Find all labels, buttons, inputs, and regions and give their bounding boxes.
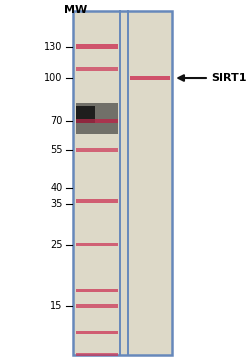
FancyBboxPatch shape [76,289,118,292]
FancyBboxPatch shape [76,353,118,356]
FancyBboxPatch shape [73,11,172,355]
Text: 100: 100 [44,73,62,83]
FancyBboxPatch shape [76,148,118,152]
FancyBboxPatch shape [76,67,118,71]
Text: 55: 55 [50,145,62,155]
FancyBboxPatch shape [76,243,118,246]
FancyBboxPatch shape [76,304,118,307]
Text: 35: 35 [50,199,62,209]
FancyBboxPatch shape [130,76,170,80]
FancyBboxPatch shape [76,119,118,123]
Text: 40: 40 [50,183,62,193]
FancyBboxPatch shape [76,331,118,334]
FancyBboxPatch shape [76,119,118,123]
FancyBboxPatch shape [76,44,118,49]
Text: MW: MW [64,5,87,15]
FancyBboxPatch shape [76,103,118,134]
Text: 70: 70 [50,116,62,126]
Text: 25: 25 [50,239,62,249]
Text: SIRT1: SIRT1 [211,73,247,83]
FancyBboxPatch shape [76,106,95,123]
Text: 15: 15 [50,301,62,311]
FancyBboxPatch shape [76,199,118,203]
Text: 130: 130 [44,41,62,51]
